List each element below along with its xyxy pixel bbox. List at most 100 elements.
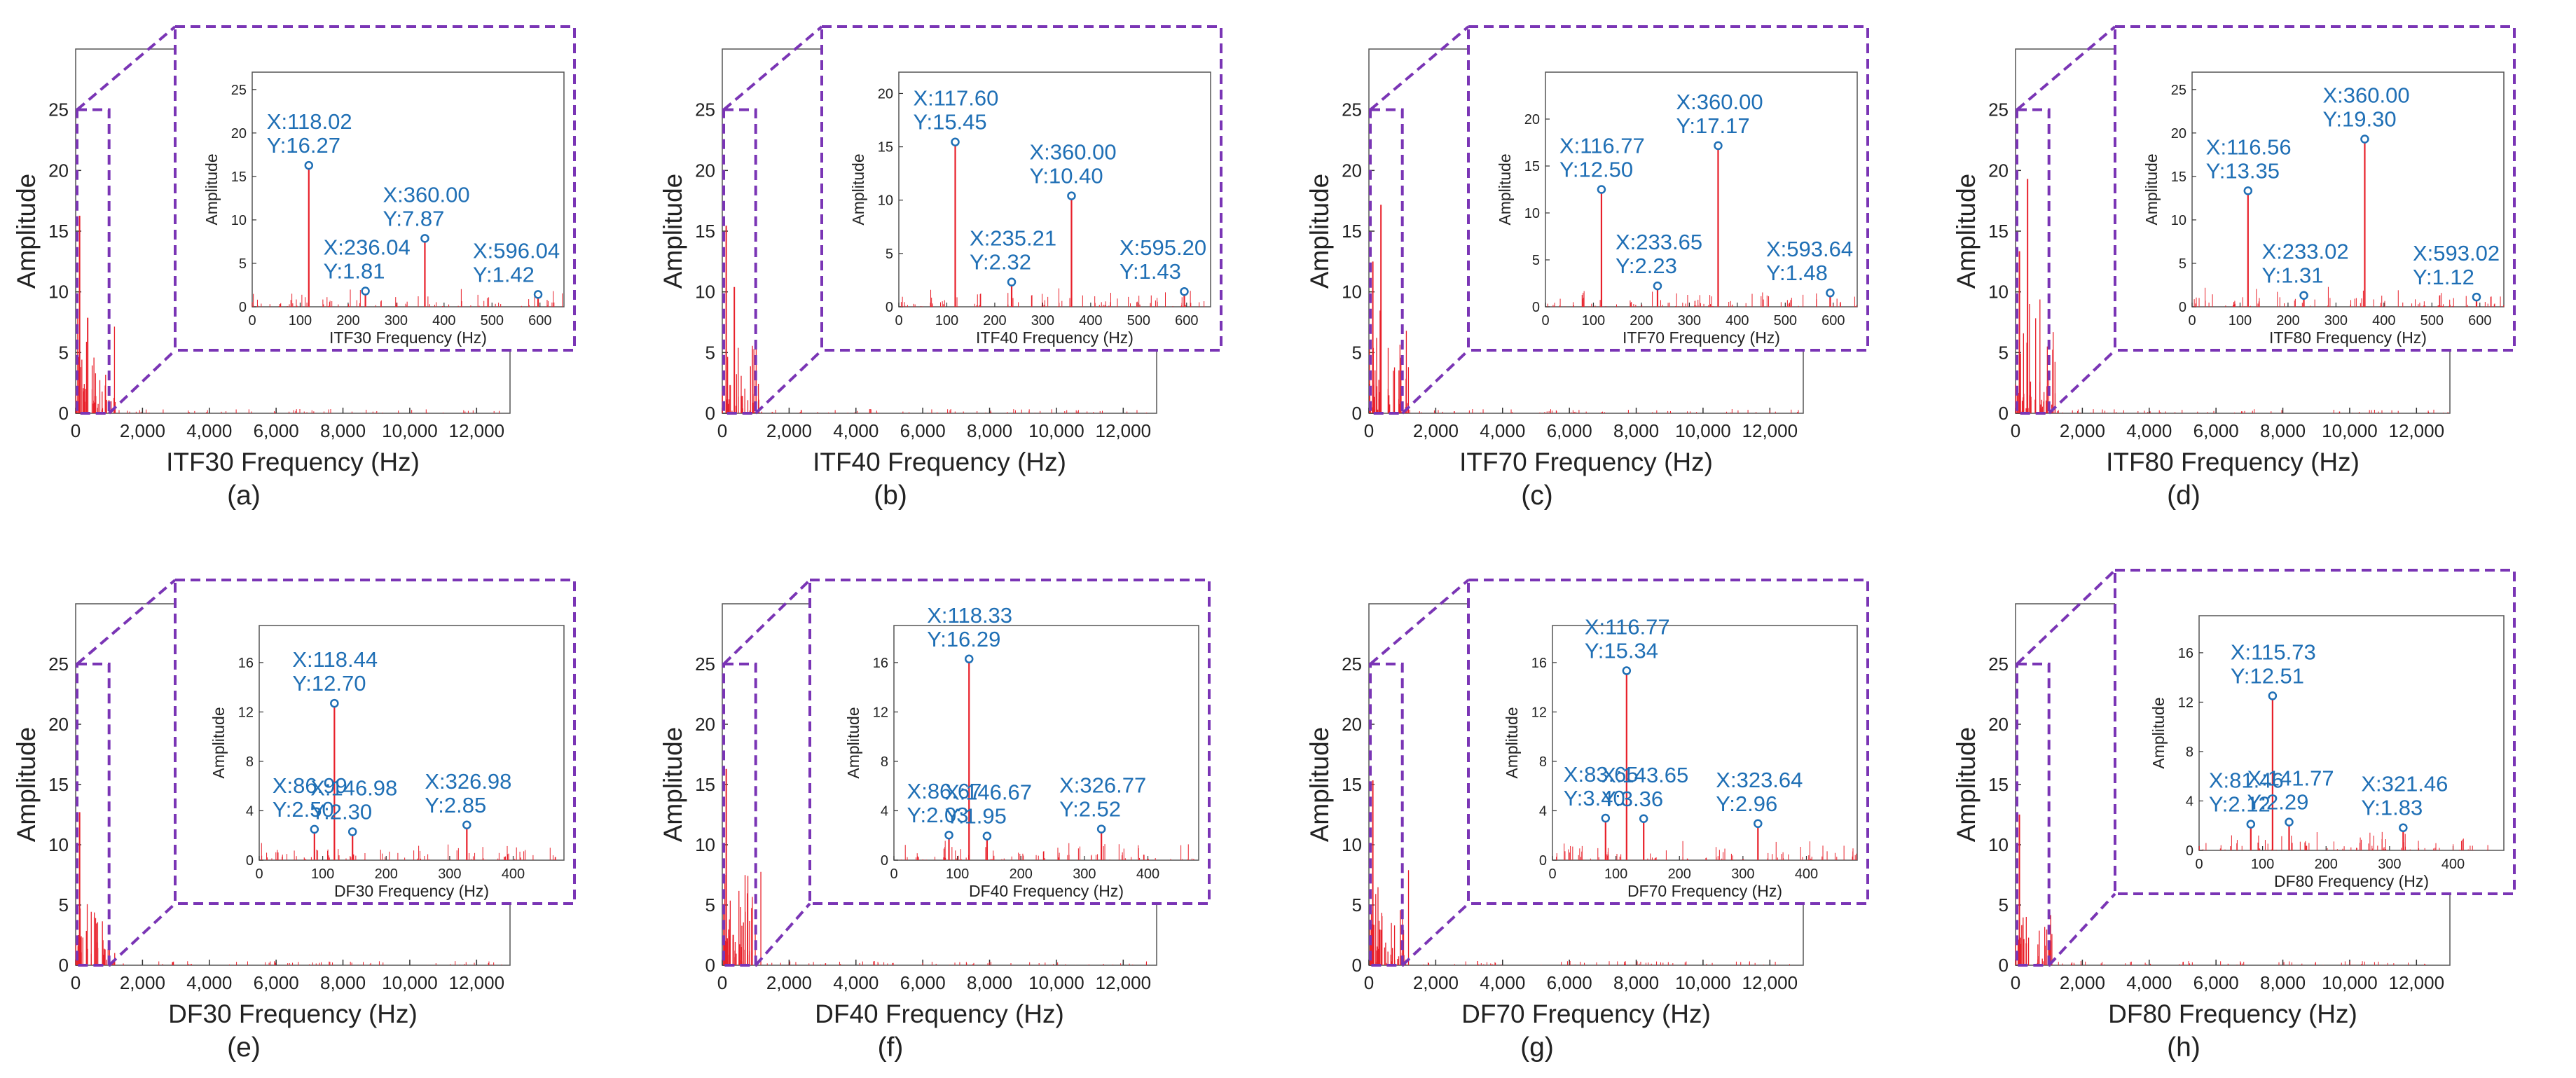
- peak-annotation-line: Y:2.23: [1616, 254, 1677, 278]
- peak-annotation: X:595.20 Y:1.43: [1120, 235, 1206, 284]
- y-tick-label: 0: [1352, 955, 1362, 976]
- inset-x-tick-label: 300: [1031, 313, 1054, 329]
- inset-y-tick-label: 0: [2186, 843, 2193, 859]
- inset-x-tick-label: 0: [2188, 313, 2196, 329]
- peak-marker: [1639, 814, 1648, 824]
- zoom-connector-line: [108, 349, 177, 415]
- peak-annotation-line: Y:2.29: [2247, 790, 2308, 815]
- inset-y-tick-label: 20: [231, 126, 247, 141]
- peak-annotation: X:236.04 Y:1.81: [324, 235, 411, 284]
- peak-annotation-line: Y:1.43: [1120, 259, 1181, 284]
- peak-annotation-line: Y:1.42: [473, 262, 535, 286]
- inset-spectrum: [900, 141, 1206, 307]
- inset-x-axis-label: ITF40 Frequency (Hz): [976, 329, 1134, 347]
- inset-x-tick-label: 100: [946, 866, 969, 882]
- peak-annotation: X:116.56 Y:13.35: [2206, 134, 2292, 183]
- inset-y-tick-label: 15: [2171, 170, 2186, 185]
- peak-annotation-line: X:146.98: [310, 775, 397, 800]
- x-tick-label: 0: [717, 972, 727, 993]
- x-tick-label: 8,000: [1613, 420, 1659, 441]
- peak-marker: [1007, 277, 1017, 286]
- peak-annotation-line: Y:2.12: [2209, 792, 2271, 817]
- peak-annotation-line: X:360.00: [1029, 140, 1116, 165]
- peak-annotation-line: Y:2.50: [273, 797, 334, 822]
- peak-annotation-line: X:233.02: [2262, 240, 2349, 264]
- y-tick-label: 25: [48, 99, 69, 120]
- peak-annotation-line: X:326.98: [425, 769, 511, 794]
- peak-annotation: X:143.65 Y:3.36: [1602, 763, 1688, 811]
- inset-plot-frame: [252, 71, 565, 307]
- y-axis-ticks: 0 5 10 15 20 25: [1342, 654, 1375, 976]
- y-tick-label: 10: [1342, 282, 1362, 303]
- x-tick-label: 2,000: [2060, 420, 2105, 441]
- subplot-caption: (g): [1520, 1032, 1554, 1063]
- peak-marker: [2299, 291, 2308, 300]
- inset-y-tick-label: 0: [886, 300, 893, 315]
- zoom-connector-line: [1369, 25, 1470, 111]
- peak-marker: [361, 286, 370, 296]
- y-axis-label: Amplitude: [659, 727, 687, 843]
- x-tick-label: 8,000: [320, 972, 366, 993]
- x-tick-label: 10,000: [2322, 420, 2378, 441]
- x-tick-label: 10,000: [1675, 420, 1731, 441]
- inset-x-axis-label: DF40 Frequency (Hz): [969, 882, 1124, 900]
- inset-x-tick-label: 600: [1821, 313, 1845, 329]
- y-tick-label: 15: [695, 774, 715, 795]
- x-tick-label: 2,000: [766, 972, 812, 993]
- x-tick-label: 8,000: [2260, 420, 2306, 441]
- inset-y-tick-label: 16: [2178, 646, 2193, 661]
- y-tick-label: 0: [705, 955, 715, 976]
- peak-marker: [2243, 186, 2253, 195]
- inset-y-tick-label: 8: [2186, 745, 2193, 760]
- x-tick-label: 12,000: [1096, 420, 1152, 441]
- subplot-caption: (a): [227, 481, 261, 511]
- x-tick-label: 10,000: [1028, 420, 1084, 441]
- y-tick-label: 5: [1999, 894, 2009, 915]
- x-tick-label: 4,000: [1480, 420, 1525, 441]
- y-axis-label: Amplitude: [659, 174, 687, 289]
- x-tick-label: 0: [71, 972, 81, 993]
- zoom-connector-line: [722, 579, 811, 665]
- inset-x-tick-label: 200: [1668, 866, 1691, 882]
- peak-annotation: X:360.00 Y:17.17: [1676, 90, 1763, 138]
- inset-y-tick-label: 15: [1524, 159, 1540, 174]
- x-tick-label: 2,000: [120, 420, 165, 441]
- inset-y-tick-label: 25: [231, 83, 247, 98]
- zoom-connector-line: [2048, 892, 2116, 967]
- peak-annotation: X:141.77 Y:2.29: [2247, 766, 2334, 815]
- peak-annotation: X:323.64 Y:2.96: [1716, 768, 1803, 816]
- inset-x-tick-label: 400: [1726, 313, 1749, 329]
- subplot-g: 0 5 10 15 20 25 0 2,000 4,000 6,000 8,000 10,000 12,…: [1305, 579, 1869, 1063]
- x-tick-label: 4,000: [833, 972, 879, 993]
- zoom-region-box: [76, 108, 111, 415]
- y-axis-label: Amplitude: [1305, 174, 1334, 289]
- zoom-region-box: [722, 108, 757, 415]
- peak-marker: [1714, 141, 1723, 151]
- y-tick-label: 25: [695, 99, 715, 120]
- zoom-connector-line: [1401, 902, 1470, 967]
- x-tick-label: 10,000: [382, 972, 438, 993]
- inset-x-tick-label: 500: [1127, 313, 1150, 329]
- x-tick-label: 6,000: [1547, 420, 1592, 441]
- x-tick-label: 2,000: [120, 972, 165, 993]
- peak-annotation: X:593.64 Y:1.48: [1766, 237, 1853, 285]
- y-tick-label: 25: [1342, 654, 1362, 675]
- inset-x-tick-label: 300: [2324, 313, 2348, 329]
- inset-y-tick-label: 4: [881, 803, 888, 819]
- y-axis-ticks: 0 5 10 15 20 25: [48, 99, 81, 424]
- zoom-connector-line: [2016, 569, 2116, 665]
- inset-x-axis-label: DF80 Frequency (Hz): [2274, 872, 2429, 890]
- zoom-region-box: [1369, 108, 1404, 415]
- x-tick-label: 0: [2011, 972, 2020, 993]
- inset-y-tick-label: 20: [878, 86, 893, 102]
- subplot-caption: (h): [2167, 1032, 2200, 1063]
- inset-y-tick-label: 4: [1539, 803, 1547, 819]
- y-axis-label: Amplitude: [1952, 174, 1981, 289]
- zoom-connector-line: [2016, 25, 2116, 111]
- x-tick-label: 4,000: [186, 420, 232, 441]
- y-tick-label: 20: [48, 714, 69, 735]
- y-tick-label: 20: [1988, 160, 2009, 181]
- peak-annotation-line: Y:1.95: [945, 804, 1007, 829]
- inset-y-axis-label: Amplitude: [209, 707, 228, 778]
